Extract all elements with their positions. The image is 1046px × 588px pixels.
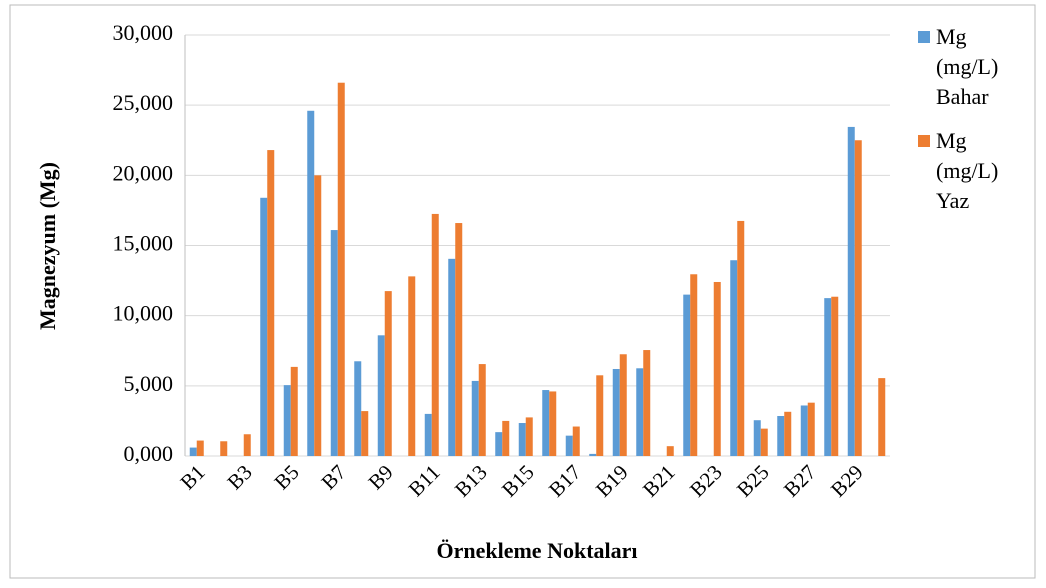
x-tick-label: B5 [269, 460, 303, 494]
x-tick-label: B27 [779, 460, 821, 502]
bar [448, 258, 456, 456]
bar [495, 432, 503, 456]
y-tick-label: 30,000 [113, 20, 174, 45]
x-tick-label: B23 [685, 460, 727, 502]
y-tick-label: 0,000 [124, 441, 174, 466]
bar [260, 197, 268, 456]
x-tick-label: B11 [404, 460, 445, 501]
bar [596, 375, 604, 456]
bar [455, 223, 463, 456]
bar [753, 420, 761, 456]
x-tick-label: B19 [591, 460, 633, 502]
bar [878, 378, 886, 456]
y-tick-label: 5,000 [124, 371, 174, 396]
bar [690, 274, 698, 456]
bar [314, 175, 322, 457]
legend-label: Mg (mg/L) Bahar [936, 24, 999, 109]
bar [824, 298, 832, 456]
bar [807, 402, 815, 456]
legend-item: Mg (mg/L) Yaz [918, 126, 1038, 216]
bar [525, 417, 533, 456]
y-tick-label: 10,000 [113, 301, 174, 326]
bar [354, 361, 362, 456]
bar [424, 413, 432, 456]
bar [408, 276, 416, 456]
bar [636, 368, 644, 456]
bar [713, 281, 721, 456]
bar [361, 411, 369, 456]
y-axis-title: Magnezyum (Mg) [35, 162, 60, 330]
x-tick-label: B1 [175, 460, 209, 494]
bar [283, 385, 291, 456]
chart-border [9, 4, 1036, 579]
x-tick-label: B15 [497, 460, 539, 502]
bar [777, 416, 785, 456]
legend-swatch [918, 31, 930, 43]
bar [377, 335, 385, 456]
bar [307, 110, 315, 456]
bar [847, 126, 855, 456]
x-tick-label: B25 [732, 460, 774, 502]
bar [589, 453, 597, 456]
bar [737, 220, 745, 456]
bar [267, 150, 275, 456]
bar [666, 446, 674, 456]
y-tick-label: 25,000 [113, 90, 174, 115]
x-tick-label: B21 [638, 460, 680, 502]
bar [502, 420, 510, 456]
y-tick-label: 20,000 [113, 160, 174, 185]
bar [337, 82, 345, 457]
bar [290, 366, 298, 456]
bar [619, 354, 627, 456]
bar [565, 435, 573, 456]
x-tick-label: B29 [826, 460, 868, 502]
x-tick-label: B13 [450, 460, 492, 502]
bar [612, 368, 620, 456]
bar [572, 426, 580, 456]
bar [854, 140, 862, 456]
x-tick-label: B17 [544, 460, 586, 502]
x-axis-title: Örnekleme Noktaları [436, 538, 637, 563]
x-tick-label: B7 [316, 460, 350, 494]
legend-item: Mg (mg/L) Bahar [918, 22, 1038, 112]
bar [471, 380, 479, 456]
legend-label: Mg (mg/L) Yaz [936, 128, 999, 213]
legend-swatch [918, 135, 930, 147]
bar [784, 411, 792, 456]
bar [518, 423, 526, 456]
bar [243, 434, 251, 456]
bar [683, 294, 691, 456]
bar [831, 296, 839, 456]
bar [760, 428, 768, 456]
bar [730, 260, 738, 456]
bar [542, 390, 550, 456]
bar [800, 405, 808, 456]
legend: Mg (mg/L) Bahar Mg (mg/L) Yaz [918, 22, 1038, 230]
bar [189, 447, 197, 456]
x-tick-label: B3 [222, 460, 256, 494]
bar [196, 440, 204, 456]
bar [549, 391, 557, 456]
bar [220, 441, 228, 456]
y-tick-label: 15,000 [113, 231, 174, 256]
bar [330, 230, 338, 456]
x-tick-label: B9 [363, 460, 397, 494]
bar [431, 213, 439, 456]
bar [384, 291, 392, 456]
bar [643, 350, 651, 456]
bar [478, 364, 486, 456]
